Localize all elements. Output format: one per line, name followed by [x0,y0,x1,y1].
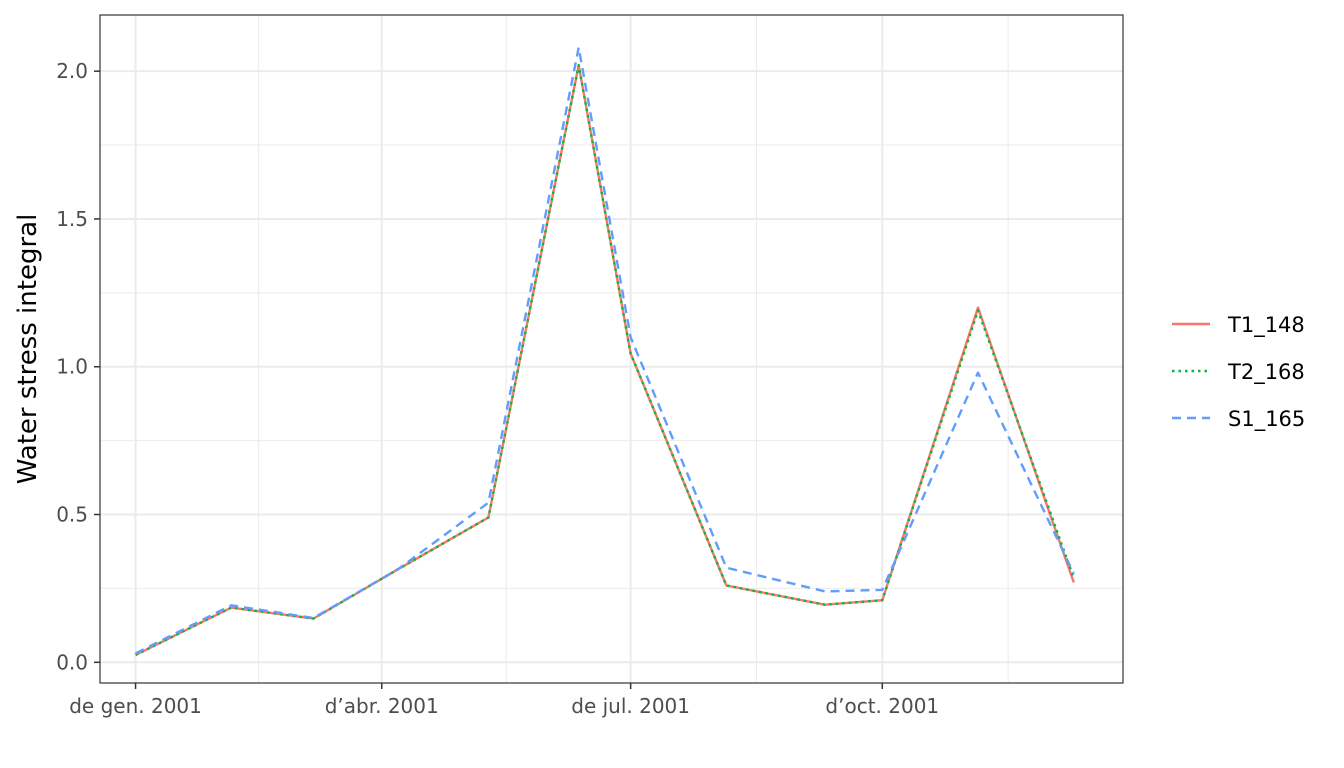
legend-label: T1_148 [1227,313,1305,338]
series-line-s1-165 [135,46,1075,655]
x-axis: de gen. 2001 d’abr. 2001 de jul. 2001 d’oct… [69,683,939,718]
y-axis-title: Water stress integral [13,214,43,485]
series-lines [135,46,1075,656]
legend-label: S1_165 [1228,407,1305,432]
major-gridlines [100,15,1123,683]
legend: T1_148 T2_168 S1_165 [1172,313,1305,432]
y-tick-label: 1.0 [56,355,88,379]
plot-panel-border [99,14,1124,684]
y-axis: 0.0 0.5 1.0 1.5 2.0 [56,59,100,674]
series-line-t2-168 [135,63,1075,656]
minor-gridlines [100,15,1123,683]
x-tick-label: d’abr. 2001 [325,694,439,718]
legend-label: T2_168 [1227,360,1305,385]
y-tick-label: 0.5 [56,503,88,527]
x-tick-label: d’oct. 2001 [825,694,939,718]
x-tick-label: de gen. 2001 [69,694,202,718]
y-tick-label: 2.0 [56,59,88,83]
y-tick-label: 1.5 [56,207,88,231]
series-line-t1-148 [135,63,1075,656]
x-tick-label: de jul. 2001 [571,694,690,718]
y-tick-label: 0.0 [56,650,88,674]
